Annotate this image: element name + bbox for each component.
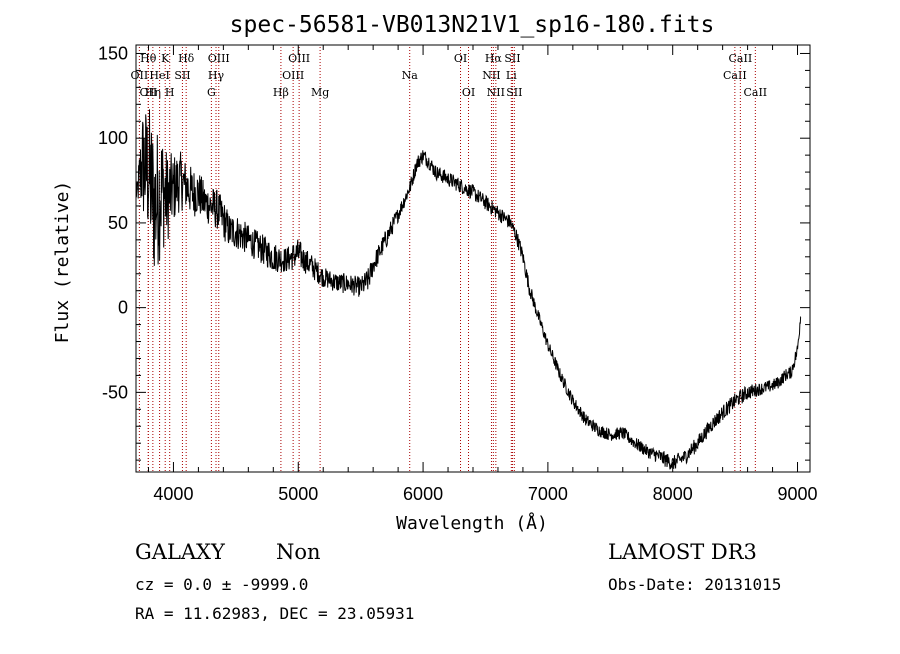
y-tick-label: 0 <box>118 298 128 318</box>
x-tick-label: 4000 <box>153 484 193 504</box>
x-axis-label: Wavelength (Å) <box>396 512 548 534</box>
line-label: Hγ <box>208 69 225 82</box>
line-label: OI <box>454 52 467 65</box>
x-tick-label: 9000 <box>777 484 817 504</box>
line-label: Mg <box>311 86 329 99</box>
line-label: CaII <box>743 86 767 99</box>
line-label: CaII <box>723 69 747 82</box>
object-subclass: Non <box>276 540 321 564</box>
spectral-line-markers: OIIHθOIIHηHeIKHSIIHδGHγOIIIHβOIIIOIIIMgN… <box>131 47 767 472</box>
coordinates-readout: RA = 11.62983, DEC = 23.05931 <box>135 604 414 623</box>
line-label: CaII <box>729 52 753 65</box>
line-label: Na <box>402 69 419 82</box>
y-axis-label: Flux (relative) <box>52 181 73 344</box>
line-label: SII <box>174 69 190 82</box>
line-label: Hδ <box>178 52 195 65</box>
plot-frame <box>135 44 811 473</box>
y-tick-label: -50 <box>102 382 128 402</box>
line-label: NII <box>487 86 505 99</box>
x-tick-label: 5000 <box>278 484 318 504</box>
line-label: HeI <box>149 69 169 82</box>
axis-ticks: 4000 5000 6000 7000 8000 9000 -50 0 50 100 150 <box>98 43 818 504</box>
survey-label: LAMOST DR3 <box>608 540 757 564</box>
x-tick-label: 7000 <box>528 484 568 504</box>
flux-series <box>135 109 802 470</box>
x-tick-label: 6000 <box>403 484 443 504</box>
line-label: OIII <box>288 52 310 65</box>
line-label: NII <box>482 69 500 82</box>
x-tick-label: 8000 <box>653 484 693 504</box>
line-label: G <box>207 86 216 99</box>
line-label: OIII <box>282 69 304 82</box>
line-label: K <box>161 52 170 65</box>
y-tick-label: 100 <box>98 128 128 148</box>
y-tick-label: 50 <box>108 213 128 233</box>
line-label: Hη <box>145 86 161 99</box>
line-label: Hα <box>485 52 503 65</box>
chart-title: spec-56581-VB013N21V1_sp16-180.fits <box>230 12 715 38</box>
line-label: OI <box>462 86 475 99</box>
line-label: SII <box>506 86 522 99</box>
line-label: OII <box>131 69 149 82</box>
line-label: SII <box>504 52 520 65</box>
line-label: Li <box>506 69 517 82</box>
line-label: OIII <box>208 52 230 65</box>
y-tick-label: 150 <box>98 43 128 63</box>
line-label: Hβ <box>273 86 289 99</box>
line-label: Hθ <box>140 52 157 65</box>
redshift-readout: cz = 0.0 ± -9999.0 <box>135 575 308 594</box>
object-class: GALAXY <box>135 540 226 564</box>
line-label: H <box>165 86 175 99</box>
obs-date: Obs-Date: 20131015 <box>608 575 781 594</box>
